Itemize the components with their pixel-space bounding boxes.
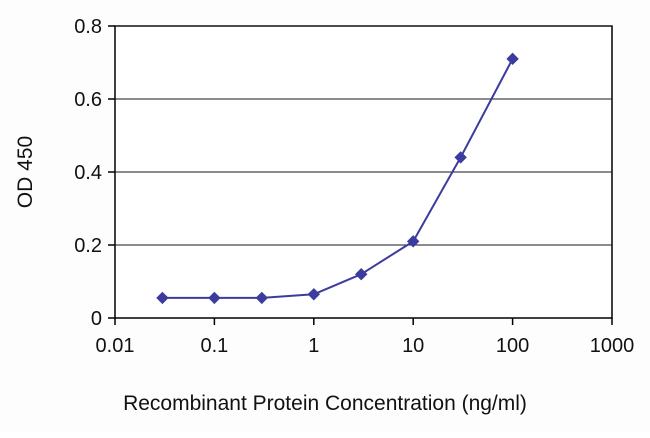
data-point-marker xyxy=(255,291,269,305)
x-tick-label: 0.1 xyxy=(200,335,228,357)
x-tick-label: 1 xyxy=(308,335,319,357)
x-axis-title: Recombinant Protein Concentration (ng/ml… xyxy=(123,392,527,415)
data-point-marker xyxy=(208,291,221,305)
x-tick-label: 1000 xyxy=(590,335,635,357)
y-tick-label: 0.4 xyxy=(74,162,102,184)
y-tick-label: 0 xyxy=(91,308,102,330)
y-tick-label: 0.2 xyxy=(74,235,102,257)
data-point-marker xyxy=(307,288,321,301)
series-line xyxy=(162,58,514,299)
y-tick-label: 0.6 xyxy=(74,89,102,111)
data-point-marker xyxy=(355,267,368,281)
x-tick-label: 10 xyxy=(402,335,424,357)
x-tick-label: 0.01 xyxy=(96,335,135,357)
chart-layer: 0 0.2 0.4 0.6 0.8 0.01 0.1 1 10 100 1000 xyxy=(74,16,634,357)
y-axis-title: OD 450 xyxy=(14,136,37,208)
data-point-marker xyxy=(454,151,467,164)
data-point-marker xyxy=(156,291,169,305)
data-point-marker xyxy=(406,235,420,248)
data-point-marker xyxy=(506,52,519,66)
x-tick-label: 100 xyxy=(496,335,529,357)
y-tick-label: 0.8 xyxy=(74,16,102,38)
